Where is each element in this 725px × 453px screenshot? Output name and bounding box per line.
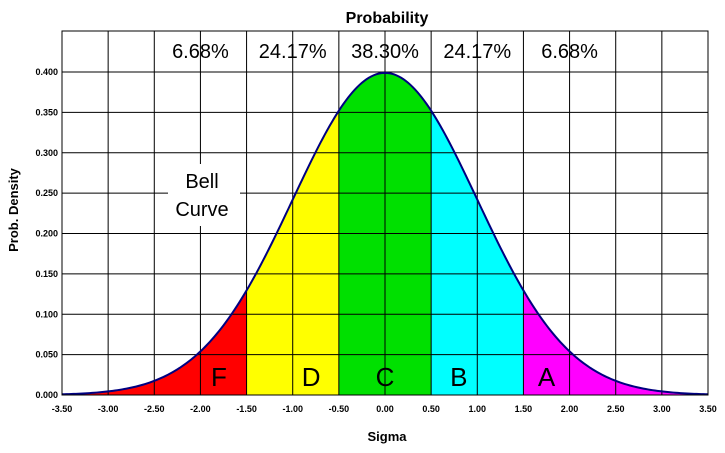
percent-labels: 6.68% 24.17% 38.30% 24.17% 6.68% xyxy=(172,41,598,63)
grid-lines xyxy=(61,31,709,396)
y-tick-label-1: 0.050 xyxy=(35,350,58,360)
y-tick-label-4: 0.200 xyxy=(35,229,58,239)
grade-label-f: F xyxy=(211,362,227,392)
x-tick-label-7: 0.00 xyxy=(376,404,394,414)
grade-label-d: D xyxy=(302,362,321,392)
x-tick-label-6: -0.50 xyxy=(329,404,350,414)
y-tick-label-8: 0.400 xyxy=(35,67,58,77)
bell-curve-line xyxy=(61,71,709,396)
x-tick-label-10: 1.50 xyxy=(515,404,533,414)
percent-label-b: 24.17% xyxy=(443,41,511,63)
x-tick-label-5: -1.00 xyxy=(282,404,303,414)
y-tick-label-5: 0.250 xyxy=(35,188,58,198)
x-tick-label-0: -3.50 xyxy=(52,404,73,414)
y-tick-label-0: 0.000 xyxy=(35,390,58,400)
y-tick-label-7: 0.350 xyxy=(35,107,58,117)
annotation-line-1: Bell xyxy=(185,171,218,193)
x-tick-label-12: 2.50 xyxy=(607,404,625,414)
percent-label-d: 24.17% xyxy=(259,41,327,63)
x-tick-label-13: 3.00 xyxy=(653,404,671,414)
x-tick-label-3: -2.00 xyxy=(190,404,211,414)
y-tick-label-3: 0.150 xyxy=(35,269,58,279)
x-tick-label-9: 1.00 xyxy=(469,404,487,414)
axis-ticks: -3.50 -3.00 -2.50 -2.00 -1.50 -1.00 -0.50 0.00 0… xyxy=(35,67,716,414)
x-tick-label-4: -1.50 xyxy=(236,404,257,414)
grade-label-a: A xyxy=(538,362,556,392)
annotation-line-2: Curve xyxy=(175,199,228,221)
annotation-background xyxy=(168,164,240,226)
x-tick-label-8: 0.50 xyxy=(422,404,440,414)
x-tick-label-2: -2.50 xyxy=(144,404,165,414)
percent-label-a: 6.68% xyxy=(541,41,598,63)
grade-label-c: C xyxy=(376,362,395,392)
y-tick-label-6: 0.300 xyxy=(35,148,58,158)
percent-label-f: 6.68% xyxy=(172,41,229,63)
percent-label-c: 38.30% xyxy=(351,41,419,63)
grade-label-b: B xyxy=(450,362,467,392)
curve-layer xyxy=(61,71,709,396)
y-tick-label-2: 0.100 xyxy=(35,309,58,319)
y-axis-label: Prob. Density xyxy=(6,167,21,252)
x-tick-label-11: 2.00 xyxy=(561,404,579,414)
x-axis-label: Sigma xyxy=(367,429,407,444)
chart-title: Probability xyxy=(346,10,429,27)
x-tick-label-1: -3.00 xyxy=(98,404,119,414)
x-tick-label-14: 3.50 xyxy=(699,404,717,414)
plot-frame xyxy=(61,30,709,396)
